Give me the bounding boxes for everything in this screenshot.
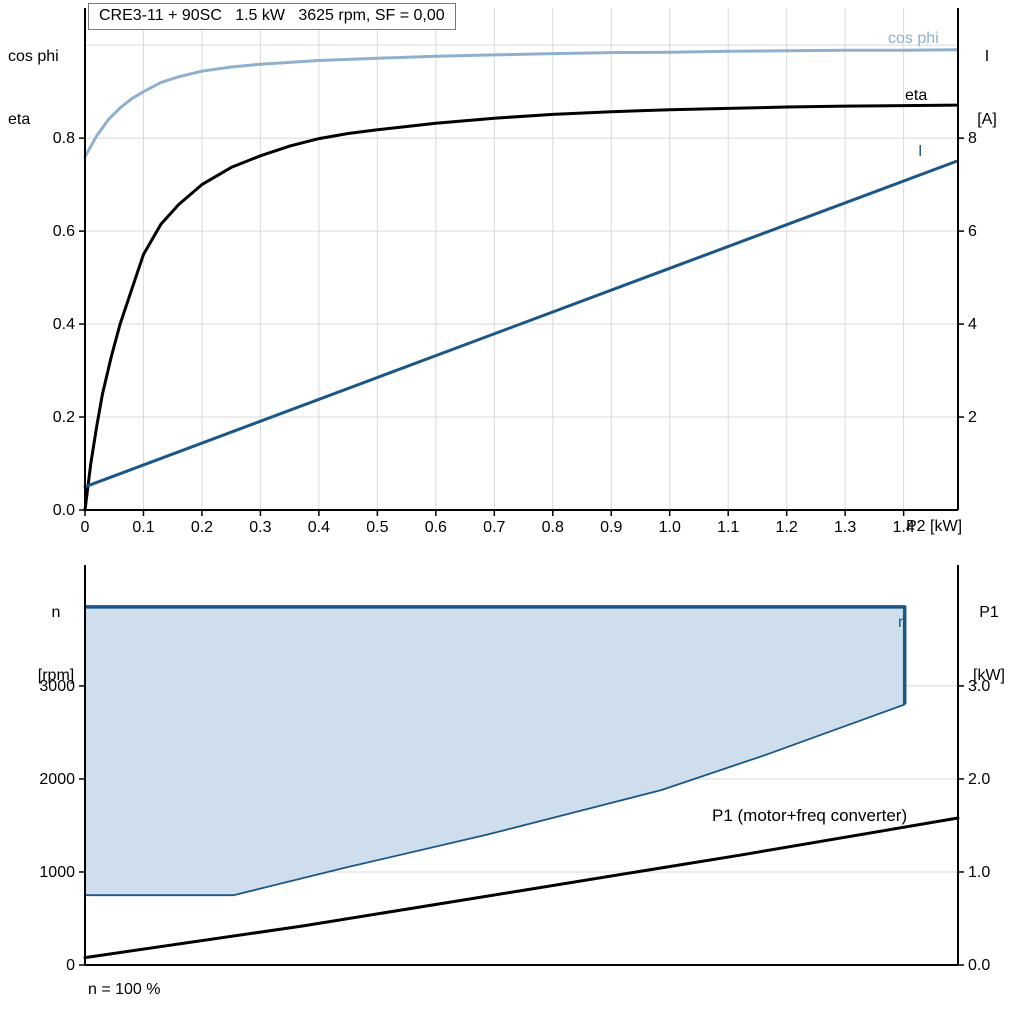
x-tick-label: 0.9 bbox=[600, 519, 622, 536]
speed-max-line bbox=[85, 605, 907, 705]
left-tick-label: 0 bbox=[66, 957, 75, 974]
x-tick-label: 1.2 bbox=[776, 519, 798, 536]
right-tick-label: 1.0 bbox=[968, 864, 990, 881]
x-tick-label: 0.1 bbox=[132, 519, 154, 536]
speed-min-line bbox=[85, 703, 906, 897]
left-tick-label: 1000 bbox=[39, 864, 75, 881]
motor-curves-chart: 0 0.1 0.2 0.3 0.4 0.5 0.6 0.7 0.8 0.9 1.0 1.1 1.2 1.3… bbox=[53, 8, 977, 536]
left-tick-label: 3000 bbox=[39, 678, 75, 695]
left-axis-title-bottom-chart: n [rpm] bbox=[28, 560, 84, 728]
x-tick-label: 0.3 bbox=[249, 519, 271, 536]
right-tick-label: 6 bbox=[968, 223, 977, 240]
x-axis-title: P2 [kW] bbox=[906, 518, 963, 535]
speed-axis-label: n bbox=[51, 604, 61, 621]
x-tick-label: 0.2 bbox=[191, 519, 213, 536]
speed-footnote: n = 100 % bbox=[88, 981, 161, 998]
x-tick-label: 1.1 bbox=[717, 519, 739, 536]
right-tick-label: 2.0 bbox=[968, 771, 990, 788]
right-tick-label: 4 bbox=[968, 316, 977, 333]
speed-operating-area bbox=[85, 606, 905, 896]
right-axis-title-top-chart: I [A] bbox=[958, 4, 1016, 172]
x-tick-label: 0.6 bbox=[425, 519, 447, 536]
eta-axis-label: eta bbox=[8, 111, 31, 128]
x-tick-label: 0 bbox=[81, 519, 90, 536]
x-tick-label: 0.7 bbox=[483, 519, 505, 536]
eta-curve-label: eta bbox=[905, 87, 928, 104]
current-axis-label: I bbox=[984, 48, 990, 65]
x-tick-label: 1.4 bbox=[892, 519, 914, 536]
series-i bbox=[83, 159, 958, 489]
left-tick-label: 2000 bbox=[39, 771, 75, 788]
cos-phi-axis-label: cos phi bbox=[8, 48, 59, 65]
right-tick-label: 0.0 bbox=[968, 957, 990, 974]
x-tick-label: 0.5 bbox=[366, 519, 388, 536]
left-tick-label: 0.2 bbox=[53, 409, 75, 426]
left-axis-title-top-chart: cos phi eta bbox=[8, 4, 72, 172]
right-tick-label: 3.0 bbox=[968, 678, 990, 695]
left-tick-label: 0.8 bbox=[53, 130, 75, 147]
x-tick-label: 1.3 bbox=[834, 519, 856, 536]
x-tick-label: 1.0 bbox=[659, 519, 681, 536]
right-tick-label: 8 bbox=[968, 130, 977, 147]
p1-curve-label: P1 (motor+freq converter) bbox=[712, 806, 908, 825]
right-axis-title-bottom-chart: P1 [kW] bbox=[960, 560, 1018, 728]
series-cos-phi bbox=[83, 48, 958, 159]
left-tick-label: 0.4 bbox=[53, 316, 75, 333]
kw-unit-label: [kW] bbox=[973, 667, 1005, 684]
right-tick-label: 2 bbox=[968, 409, 977, 426]
left-tick-label: 0.0 bbox=[53, 502, 75, 519]
speed-power-chart: 0 1000 2000 3000 0.0 1.0 2.0 3.0 bbox=[39, 565, 990, 974]
series-eta bbox=[83, 103, 958, 512]
p1-axis-label: P1 bbox=[979, 604, 999, 621]
cos-phi-curve-label: cos phi bbox=[888, 30, 939, 47]
x-tick-label: 0.8 bbox=[542, 519, 564, 536]
rpm-unit-label: [rpm] bbox=[37, 667, 75, 684]
chart-title-box: CRE3-11 + 90SC 1.5 kW 3625 rpm, SF = 0,0… bbox=[88, 3, 456, 30]
left-tick-label: 0.6 bbox=[53, 223, 75, 240]
current-curve-label: I bbox=[918, 143, 923, 160]
ampere-unit-label: [A] bbox=[977, 111, 997, 128]
speed-area-label: n bbox=[898, 614, 907, 631]
x-tick-label: 0.4 bbox=[308, 519, 330, 536]
series-p1-motor-freq-converter bbox=[83, 816, 960, 960]
